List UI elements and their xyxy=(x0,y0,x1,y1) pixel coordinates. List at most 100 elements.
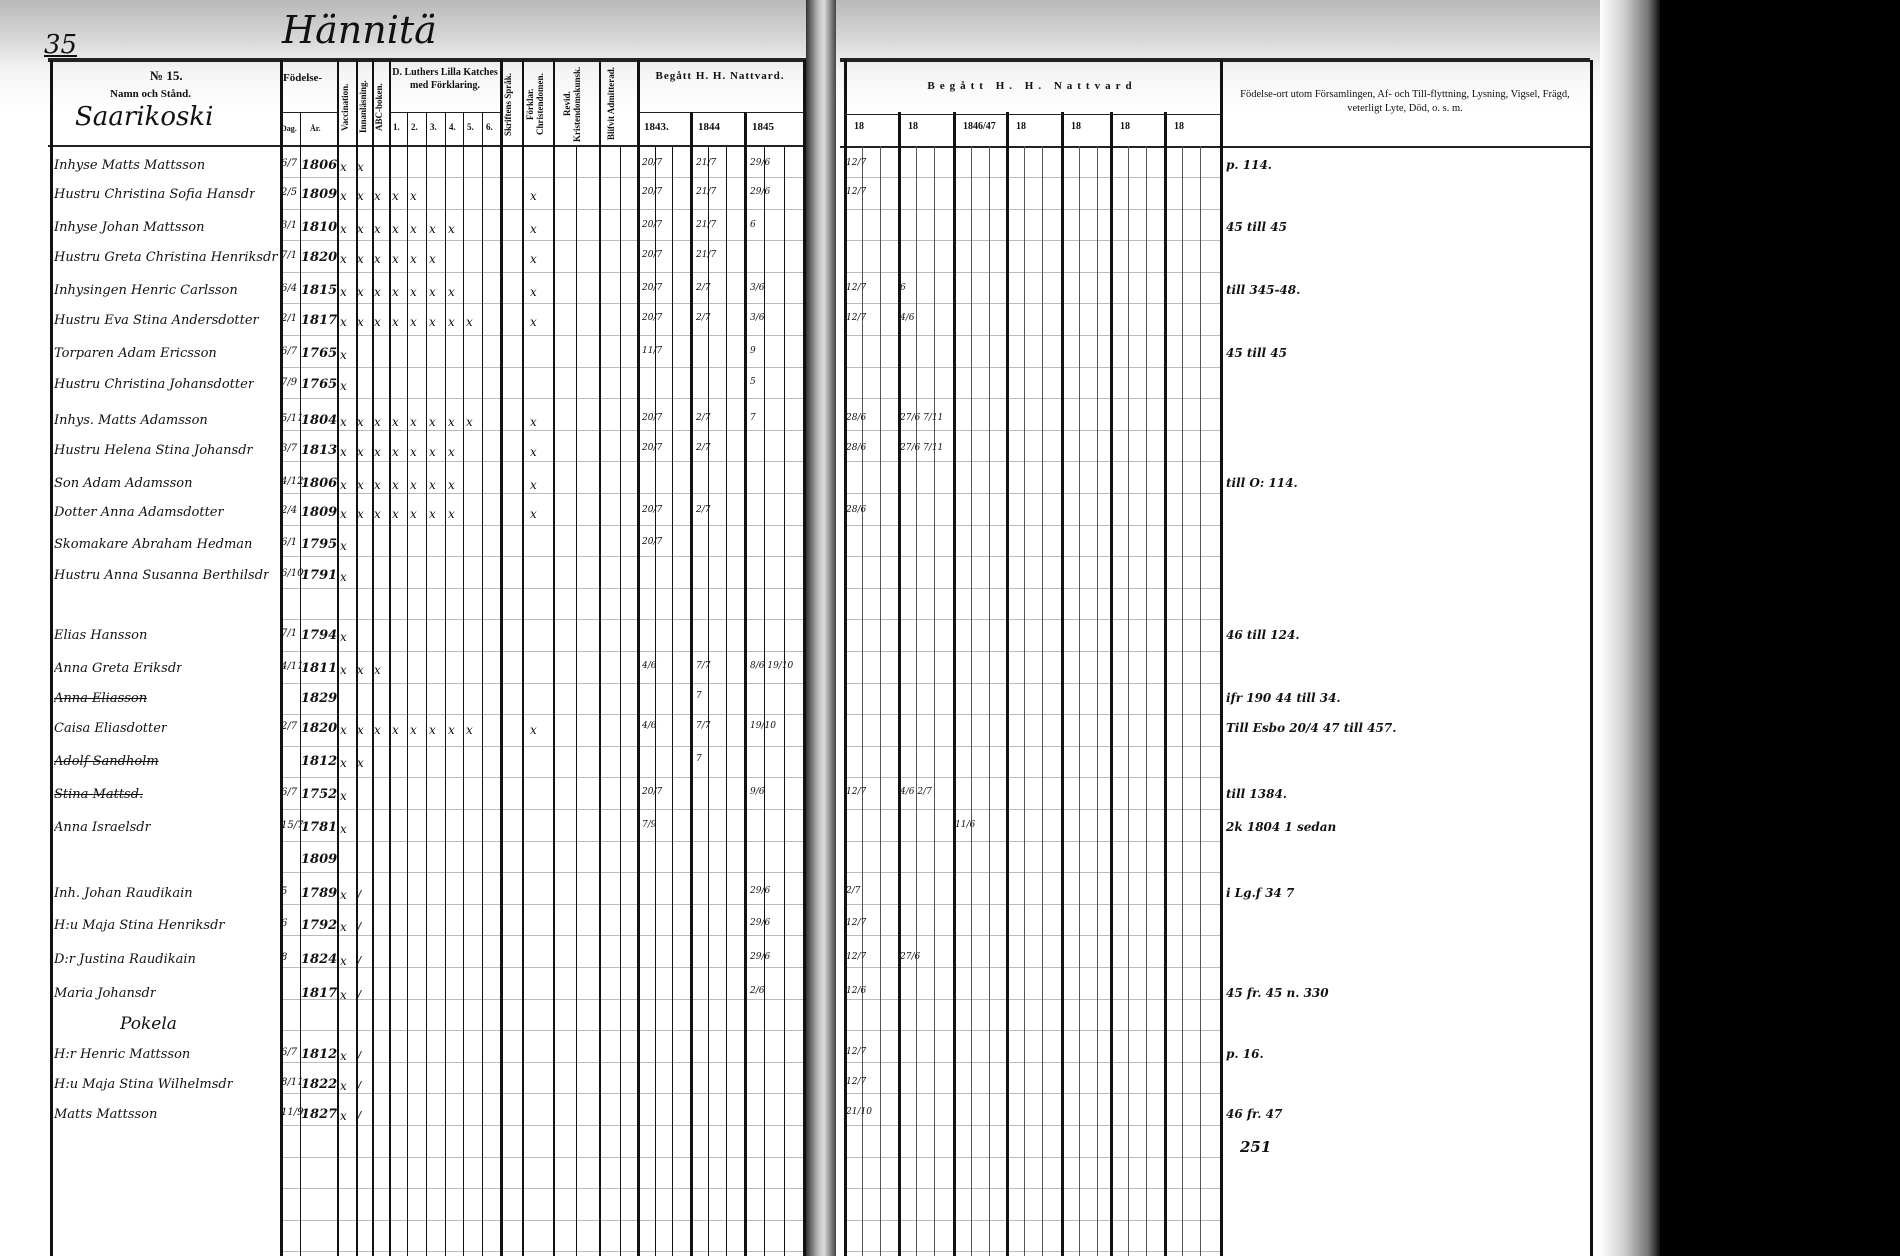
vaccination-label: Vaccination. xyxy=(340,83,350,131)
page-gutter xyxy=(806,0,836,1256)
mark-x: x xyxy=(530,189,537,203)
communion-date-right: 12/7 xyxy=(846,1047,867,1057)
row-rule xyxy=(844,777,1220,779)
row-rule xyxy=(280,208,808,210)
register-row: Anna Israelsdr 15/7 1781 x 7/9 11/6 2k 1804 1 … xyxy=(0,818,1600,842)
row-rule xyxy=(280,682,808,684)
birth-day: 6/1 xyxy=(281,537,298,548)
mark-x: x xyxy=(374,285,381,299)
birth-year: 1792 xyxy=(301,918,338,933)
mark-x: x xyxy=(374,445,381,459)
communion-year-left: 1845 xyxy=(752,121,774,133)
farm-name: Saarikoski xyxy=(75,102,214,132)
communion-date: 7 xyxy=(696,754,702,764)
subcolumn-line xyxy=(1024,146,1025,1256)
remark-note: 46 fr. 47 xyxy=(1226,1107,1283,1121)
row-rule xyxy=(280,1219,808,1221)
revision-label: Revid. Kristendomskunsk. xyxy=(562,66,582,142)
mark-x: x xyxy=(410,189,417,203)
mark-x: x xyxy=(340,445,347,459)
communion-date: 21/7 xyxy=(696,250,717,260)
column-line xyxy=(764,146,765,1256)
communion-date: 11/7 xyxy=(642,346,663,356)
communion-year-right: 18 xyxy=(1071,121,1081,132)
mark-x: x xyxy=(448,723,455,737)
register-row: Inhys. Matts Adamsson 5/11 1804 x x x x x x x x x 20… xyxy=(0,411,1600,435)
communion-date-right: 2/7 xyxy=(846,886,861,896)
birth-day: 7/9 xyxy=(281,377,298,388)
column-line xyxy=(389,60,391,1256)
person-name: Hustru Christina Johansdotter xyxy=(54,377,255,392)
register-row: H:r Henric Mattsson 6/7 1812 x / 12/7 p. 16. xyxy=(0,1045,1600,1069)
mark-x: x xyxy=(466,723,473,737)
subcolumn-line xyxy=(916,146,917,1256)
mark-stroke: / xyxy=(357,954,362,968)
row-rule xyxy=(844,208,1220,210)
column-line xyxy=(372,60,374,1256)
communion-date: 21/7 xyxy=(696,158,717,168)
communion-date: 20/7 xyxy=(642,505,663,515)
column-line xyxy=(784,146,785,1256)
mark-x: x xyxy=(340,1049,347,1063)
mark-x: x xyxy=(357,252,364,266)
communion-subrule-right xyxy=(844,114,1220,115)
mark-x: x xyxy=(340,348,347,362)
birth-year: 1810 xyxy=(301,220,338,235)
birth-year: 1794 xyxy=(301,628,338,643)
mark-x: x xyxy=(410,507,417,521)
communion-year-left: 1844 xyxy=(698,121,720,133)
column-line xyxy=(300,112,301,1256)
communion-date: 2/7 xyxy=(696,505,711,515)
column-line xyxy=(426,112,427,1256)
person-name: Hustru Helena Stina Johansdr xyxy=(54,443,253,458)
communion-date-right: 12/7 xyxy=(846,187,867,197)
birth-year: 1827 xyxy=(301,1107,338,1122)
row-rule xyxy=(280,1251,808,1253)
birth-year: 1804 xyxy=(301,413,338,428)
mark-x: x xyxy=(357,663,364,677)
communion-date: 7 xyxy=(696,691,702,701)
birth-day: 7/1 xyxy=(281,250,298,261)
mark-x: x xyxy=(340,160,347,174)
communion-date: 7/9 xyxy=(642,820,657,830)
birth-year: 1812 xyxy=(301,1047,338,1062)
birth-year: 1817 xyxy=(301,313,338,328)
mark-x: x xyxy=(410,315,417,329)
row-rule xyxy=(280,935,808,937)
communion-year-left: 1843. xyxy=(644,121,669,133)
column-line xyxy=(280,60,283,1256)
day-label: Dag. xyxy=(281,124,297,133)
birth-year: 1824 xyxy=(301,952,338,967)
mark-x: x xyxy=(410,285,417,299)
row-rule xyxy=(844,493,1220,494)
birth-year: 1765 xyxy=(301,377,338,392)
catechism-part-label: 2. xyxy=(411,122,418,132)
register-row: Anna Eliasson 1829 7 ifr 190 44 till 34. xyxy=(0,689,1600,713)
person-name: Hustru Eva Stina Andersdotter xyxy=(54,313,259,328)
communion-date-right: 4/6 2/7 xyxy=(900,787,932,797)
mark-x: x xyxy=(340,920,347,934)
person-name: Inh. Johan Raudikain xyxy=(54,886,193,901)
row-rule xyxy=(844,271,1220,273)
communion-year-right: 18 xyxy=(1174,121,1184,132)
mark-x: x xyxy=(429,252,436,266)
register-row: Dotter Anna Adamsdotter 2/4 1809 x x x x x x x x 20… xyxy=(0,503,1600,527)
mark-x: x xyxy=(340,315,347,329)
row-rule xyxy=(844,240,1220,242)
person-name: Hustru Anna Susanna Berthilsdr xyxy=(54,568,270,583)
person-name: Dotter Anna Adamsdotter xyxy=(54,505,224,520)
column-line xyxy=(500,60,503,1256)
person-name: Inhyse Matts Mattsson xyxy=(54,158,206,173)
mark-x: x xyxy=(410,445,417,459)
row-rule xyxy=(280,366,808,368)
mark-x: x xyxy=(357,285,364,299)
column-line xyxy=(1061,112,1064,1256)
mark-x: x xyxy=(340,954,347,968)
communion-date-right: 6 xyxy=(900,283,906,293)
mark-x: x xyxy=(410,478,417,492)
mark-x: x xyxy=(374,415,381,429)
birth-year: 1795 xyxy=(301,537,338,552)
row-rule xyxy=(280,1093,808,1095)
mark-x: x xyxy=(530,285,537,299)
catechism-part-label: 3. xyxy=(430,122,437,132)
